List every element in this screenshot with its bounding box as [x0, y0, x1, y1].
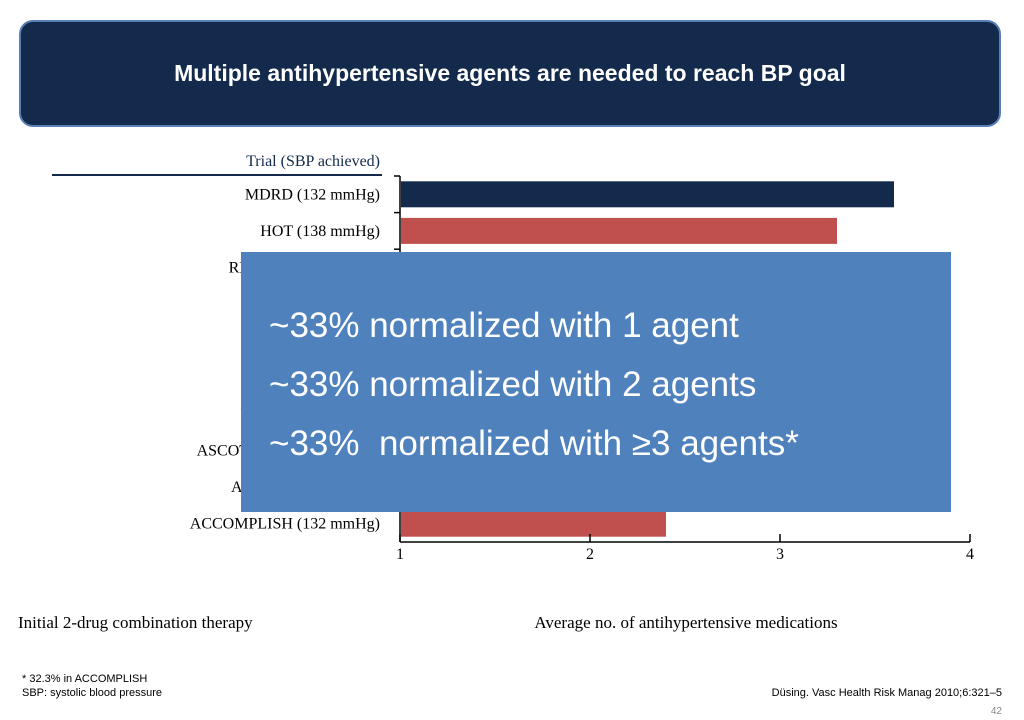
category-label: MDRD (132 mmHg)	[245, 186, 380, 203]
x-tick-label: 2	[586, 546, 594, 563]
category-label: HOT (138 mmHg)	[260, 223, 380, 240]
y-header-label: Trial (SBP achieved)	[246, 153, 380, 170]
overlay-line-2: ~33% normalized with 2 agents	[269, 365, 757, 404]
bar	[401, 510, 666, 537]
tick-labels: 1 2 3 4	[396, 546, 974, 563]
category-label: ACCOMPLISH (132 mmHg)	[190, 516, 380, 533]
x-tick-label: 4	[966, 546, 974, 563]
legend-label: Initial 2-drug combination therapy	[18, 613, 253, 632]
citation: Düsing. Vasc Health Risk Manag 2010;6:32…	[771, 687, 1002, 699]
page-number: 42	[990, 706, 1002, 717]
x-tick-label: 1	[396, 546, 404, 563]
slide-title: Multiple antihypertensive agents are nee…	[174, 60, 846, 86]
summary-overlay: ~33% normalized with 1 agent ~33% normal…	[241, 252, 951, 512]
bar	[401, 181, 894, 208]
title-banner: Multiple antihypertensive agents are nee…	[19, 20, 1001, 127]
bar	[401, 217, 837, 244]
x-tick-label: 3	[776, 546, 784, 563]
footnote-sbp: SBP: systolic blood pressure	[22, 687, 163, 699]
overlay-line-3: ~33% normalized with ≥3 agents*	[269, 424, 799, 463]
overlay-line-1: ~33% normalized with 1 agent	[269, 306, 739, 345]
footnote-accomplish: * 32.3% in ACCOMPLISH	[22, 673, 148, 685]
x-axis-title: Average no. of antihypertensive medicati…	[534, 613, 837, 632]
